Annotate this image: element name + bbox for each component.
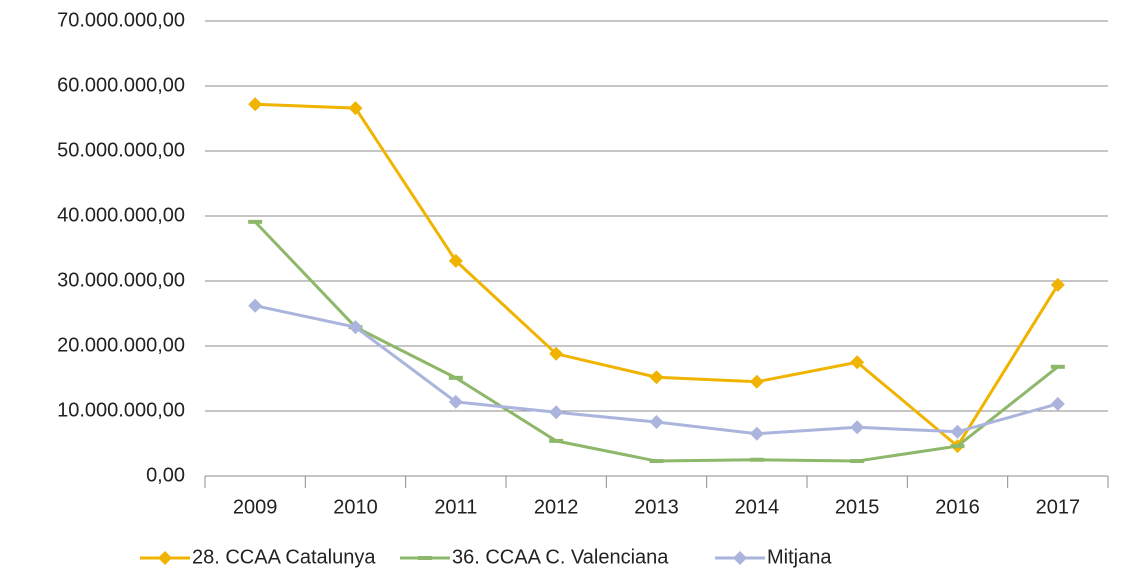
series-line (255, 102, 1060, 449)
marker (248, 298, 263, 313)
x-tick-label: 2013 (634, 496, 679, 518)
marker (1050, 364, 1065, 369)
marker (850, 420, 865, 435)
y-tick-label: 20.000.000,00 (57, 334, 185, 356)
y-tick-label: 30.000.000,00 (57, 269, 185, 291)
legend-marker (418, 556, 432, 560)
marker (749, 374, 764, 389)
marker (649, 459, 664, 464)
x-tick-label: 2009 (233, 496, 278, 518)
series-line (254, 304, 1059, 436)
marker (1050, 396, 1065, 411)
marker (850, 459, 865, 464)
x-tick-label: 2017 (1036, 496, 1081, 518)
marker (248, 97, 263, 112)
marker (549, 405, 564, 420)
marker (248, 219, 263, 224)
legend-marker (733, 551, 747, 565)
marker (549, 346, 564, 361)
legend-label: Mitjana (767, 546, 832, 568)
marker (649, 415, 664, 430)
marker (850, 355, 865, 370)
legend-marker (158, 551, 172, 565)
marker (448, 253, 463, 268)
marker (649, 370, 664, 385)
x-tick-label: 2014 (735, 496, 780, 518)
x-tick-label: 2015 (835, 496, 880, 518)
marker (448, 375, 463, 380)
y-tick-label: 50.000.000,00 (57, 139, 185, 161)
x-tick-label: 2016 (935, 496, 980, 518)
marker (749, 457, 764, 462)
y-tick-label: 40.000.000,00 (57, 204, 185, 226)
marker (348, 101, 363, 116)
legend-label: 36. CCAA C. Valenciana (452, 546, 669, 568)
marker (950, 424, 965, 439)
y-tick-label: 10.000.000,00 (57, 399, 185, 421)
legend-label: 28. CCAA Catalunya (192, 546, 376, 568)
x-tick-label: 2011 (434, 496, 477, 518)
marker (549, 438, 564, 443)
marker (448, 394, 463, 409)
marker (348, 320, 363, 335)
x-tick-label: 2012 (534, 496, 579, 518)
marker (1050, 277, 1065, 292)
y-tick-label: 0,00 (146, 464, 185, 486)
y-tick-label: 60.000.000,00 (57, 74, 185, 96)
marker (950, 444, 965, 449)
x-tick-label: 2010 (333, 496, 378, 518)
marker (749, 426, 764, 441)
y-tick-label: 70.000.000,00 (57, 9, 185, 31)
